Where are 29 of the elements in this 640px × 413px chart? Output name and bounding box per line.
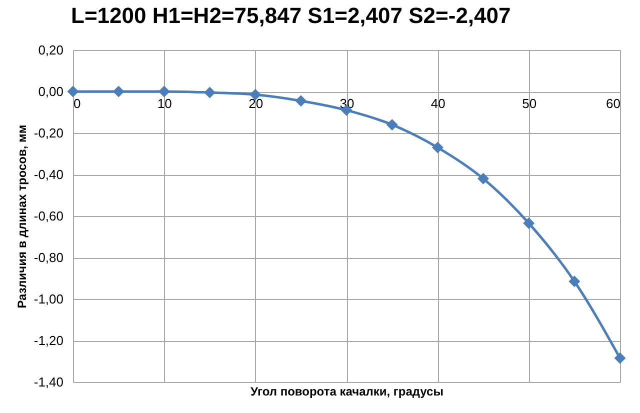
point xyxy=(113,86,124,97)
y-tick-label: -1,00 xyxy=(34,292,64,306)
point xyxy=(569,276,580,287)
y-tick-label: -0,20 xyxy=(34,126,64,140)
x-axis-title: Угол поворота качалки, градусы xyxy=(250,384,444,398)
y-tick-label: -0,60 xyxy=(34,208,64,224)
point xyxy=(296,96,306,106)
y-tick-label: -1,40 xyxy=(34,374,64,390)
point xyxy=(68,86,78,97)
y-axis-title: Различия в длинах тросов, мм xyxy=(14,124,29,308)
point xyxy=(204,87,216,98)
point xyxy=(524,218,534,229)
y-tick-label: 0,00 xyxy=(38,84,64,99)
x-tick-label: 60 xyxy=(606,96,620,111)
point xyxy=(386,119,398,130)
x-tick-label: 10 xyxy=(157,96,172,111)
point xyxy=(158,86,170,97)
y-tick-label: 0,20 xyxy=(38,42,64,58)
x-tick-label: 50 xyxy=(522,96,537,111)
y-tick-label: -0,40 xyxy=(34,167,64,182)
point xyxy=(614,352,626,364)
point xyxy=(432,142,443,153)
x-tick-label: 40 xyxy=(430,96,446,111)
y-tick-label: -0,80 xyxy=(34,250,64,265)
chart-title: L=1200 H1=H2=75,847 S1=2,407 S2=-2,407 xyxy=(71,3,511,28)
y-tick-label: -1,20 xyxy=(34,333,64,348)
x-tick-label: 20 xyxy=(248,96,264,111)
x-tick-label: 0 xyxy=(74,96,81,111)
point xyxy=(478,173,489,184)
